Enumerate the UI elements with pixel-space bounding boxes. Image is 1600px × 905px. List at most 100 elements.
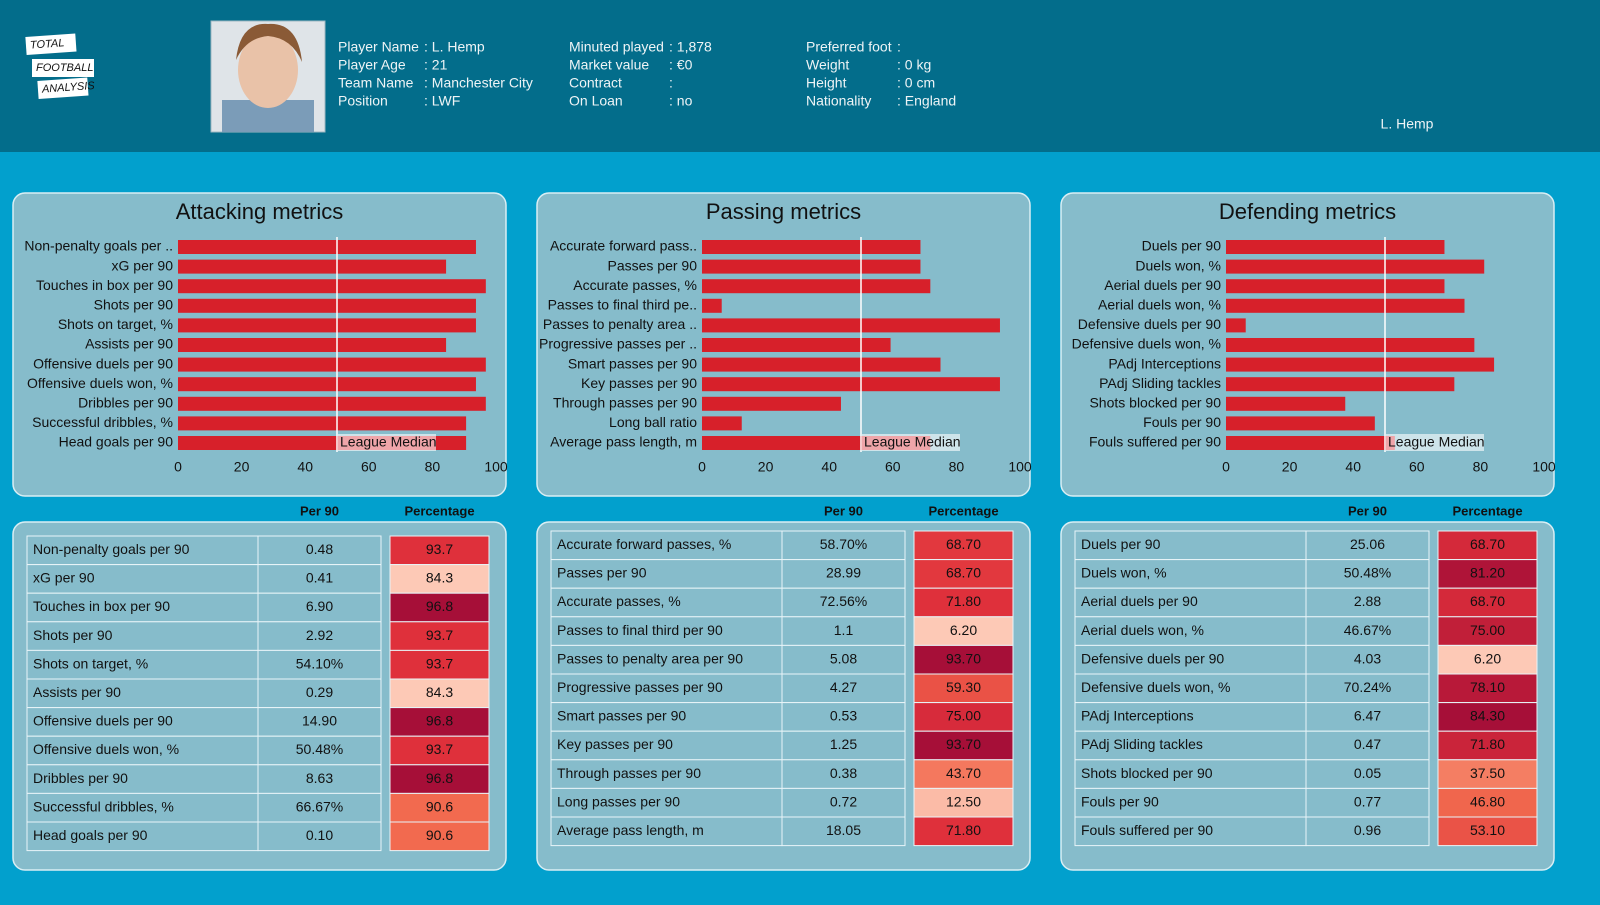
cell-text: 50.48%	[1344, 565, 1391, 581]
x-tick-label: 40	[821, 459, 837, 475]
table-cell	[1437, 816, 1538, 847]
cell-text: Average pass length, m	[557, 822, 704, 838]
table-cell	[1305, 559, 1430, 589]
cell-text: Accurate forward passes, %	[557, 536, 731, 552]
table-cell	[913, 787, 1014, 818]
cell-text: 96.8	[426, 770, 453, 786]
column-header: Percentage	[1452, 503, 1522, 518]
cell-text: 0.38	[830, 765, 857, 781]
table-cell	[1305, 759, 1430, 789]
bar-label: Offensive duels per 90	[33, 355, 173, 371]
table-cell	[1305, 673, 1430, 704]
bar-label: Successful dribbles, %	[32, 414, 173, 430]
bar-label: xG per 90	[112, 257, 174, 273]
cell-text: 1.1	[834, 622, 854, 638]
table-cell	[1437, 759, 1538, 789]
table-cell	[1305, 616, 1430, 646]
bar-label: Accurate forward pass..	[550, 238, 697, 254]
bar	[178, 259, 447, 274]
bar-label: Passes to penalty area ..	[543, 316, 697, 332]
cell-text: xG per 90	[33, 570, 95, 586]
logo-box	[37, 77, 89, 99]
info-value: : 1,878	[669, 39, 712, 55]
table-cell	[26, 735, 259, 766]
cell-text: Head goals per 90	[33, 827, 148, 843]
table-cell	[1437, 530, 1538, 561]
info-value: : 21	[424, 57, 448, 73]
column-header: Per 90	[824, 503, 863, 518]
table-cell	[781, 702, 906, 732]
bar-label: Assists per 90	[85, 336, 173, 352]
info-value: : LWF	[424, 93, 460, 109]
logo-text: FOOTBALL	[36, 62, 93, 74]
cell-text: 68.70	[1470, 536, 1505, 552]
cell-text: 6.20	[1474, 650, 1501, 666]
cell-text: Offensive duels per 90	[33, 713, 173, 729]
x-tick-label: 80	[425, 459, 441, 475]
table-cell	[550, 616, 783, 646]
cell-text: Passes per 90	[557, 565, 647, 581]
cell-text: 59.30	[946, 679, 981, 695]
cell-text: 71.80	[946, 593, 981, 609]
x-tick-label: 60	[1409, 459, 1425, 475]
table-cell	[913, 730, 1014, 761]
bar-label: Through passes per 90	[553, 395, 697, 411]
column-header: Percentage	[404, 503, 474, 518]
bar-label: Head goals per 90	[59, 434, 174, 450]
bar	[178, 240, 476, 254]
bar	[178, 357, 486, 372]
info-label: Preferred foot	[806, 39, 892, 55]
bar-label: Smart passes per 90	[568, 355, 697, 371]
cell-text: 0.53	[830, 708, 857, 724]
cell-text: 66.67%	[296, 798, 343, 814]
median-label-bg	[338, 434, 436, 451]
cell-text: Fouls suffered per 90	[1081, 822, 1213, 838]
table-cell	[1074, 644, 1307, 675]
bar-label: Passes per 90	[608, 257, 698, 273]
chart-title: Defending metrics	[1219, 199, 1396, 224]
bar-label: Defensive duels per 90	[1078, 316, 1221, 332]
x-tick-label: 0	[174, 459, 182, 475]
bar-label: Shots on target, %	[58, 316, 173, 332]
table-cell	[26, 592, 259, 623]
x-tick-label: 40	[1345, 459, 1361, 475]
cell-text: 72.56%	[820, 593, 867, 609]
table-cell	[257, 535, 382, 566]
logo-text: ANALYSIS	[41, 80, 96, 96]
cell-text: 71.80	[946, 822, 981, 838]
bar-label: Average pass length, m	[550, 434, 697, 450]
cell-text: Long passes per 90	[557, 793, 680, 809]
bar	[702, 318, 1000, 333]
table-cell	[389, 621, 490, 651]
cell-text: 93.7	[426, 741, 453, 757]
cell-text: 14.90	[302, 713, 337, 729]
cell-text: 12.50	[946, 793, 981, 809]
cell-text: 81.20	[1470, 565, 1505, 581]
x-tick-label: 80	[1473, 459, 1489, 475]
bar-label: Shots blocked per 90	[1089, 395, 1221, 411]
bar-label: Fouls per 90	[1143, 414, 1221, 430]
table-cell	[550, 702, 783, 732]
cell-text: 0.77	[1354, 793, 1381, 809]
bar-label: Aerial duels won, %	[1098, 297, 1221, 313]
bar	[702, 416, 742, 431]
cell-text: 78.10	[1470, 679, 1505, 695]
info-value: : L. Hemp	[424, 39, 485, 55]
table-cell	[1305, 730, 1430, 761]
table-cell	[1437, 616, 1538, 646]
info-label: Nationality	[806, 93, 871, 109]
cell-text: 8.63	[306, 770, 333, 786]
bar-label: Shots per 90	[94, 297, 174, 313]
player-name: L. Hemp	[1381, 116, 1434, 132]
cell-text: 0.41	[306, 570, 333, 586]
table-cell	[781, 559, 906, 589]
info-label: Contract	[569, 75, 622, 91]
table-cell	[1074, 587, 1307, 618]
table-cell	[550, 759, 783, 789]
cell-text: 93.7	[426, 627, 453, 643]
bar-label: Defensive duels won, %	[1072, 336, 1221, 352]
cell-text: 6.90	[306, 598, 333, 614]
bar	[1226, 318, 1246, 333]
